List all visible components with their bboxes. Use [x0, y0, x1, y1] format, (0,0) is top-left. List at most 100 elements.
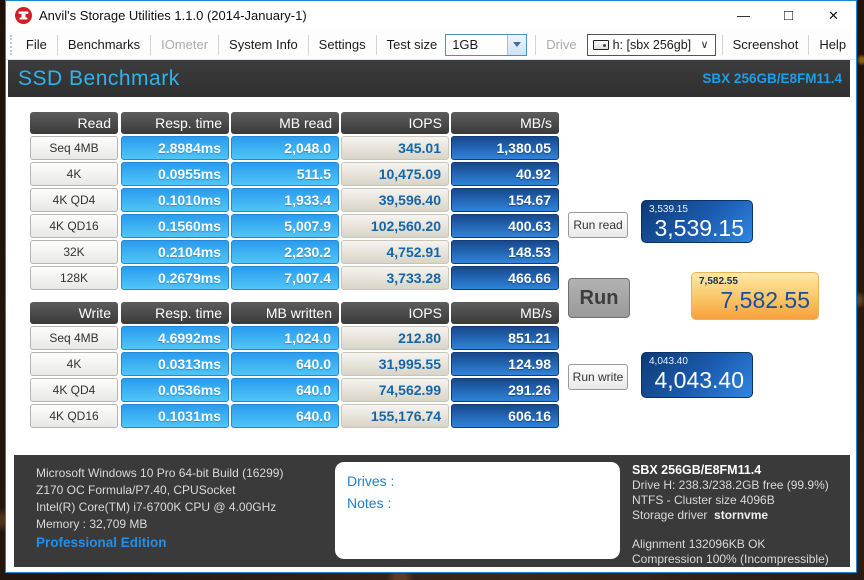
drive-info: SBX 256GB/E8FM11.4 Drive H: 238.3/238.2G…: [632, 463, 829, 567]
mbs-value: 466.66: [451, 266, 559, 290]
run-button[interactable]: Run: [568, 278, 630, 318]
read-score-box: 3,539.15 3,539.15: [641, 200, 753, 243]
resp-time-value: 0.0536ms: [121, 378, 229, 402]
run-read-button[interactable]: Run read: [568, 212, 628, 238]
mbs-value: 1,380.05: [451, 136, 559, 160]
resp-time-value: 0.0313ms: [121, 352, 229, 376]
mbs-value: 291.26: [451, 378, 559, 402]
resp-time-value: 2.8984ms: [121, 136, 229, 160]
write-row-4k-button[interactable]: 4K: [30, 352, 118, 376]
mbs-col-header: MB/s: [451, 112, 559, 134]
mb-written-col-header: MB written: [231, 302, 339, 324]
read-row-4kqd4-button[interactable]: 4K QD4: [30, 188, 118, 212]
iops-col-header: IOPS: [341, 112, 449, 134]
resp-time-value: 4.6992ms: [121, 326, 229, 350]
chevron-down-icon[interactable]: [507, 34, 527, 55]
mb-read-value: 2,230.2: [231, 240, 339, 264]
maximize-button[interactable]: □: [766, 1, 811, 30]
storage-driver-value: stornvme: [714, 508, 769, 522]
mbs-value: 154.67: [451, 188, 559, 212]
mb-read-value: 7,007.4: [231, 266, 339, 290]
iops-value: 39,596.40: [341, 188, 449, 212]
resp-time-col-header: Resp. time: [121, 112, 229, 134]
iops-value: 31,995.55: [341, 352, 449, 376]
total-score-small: 7,582.55: [699, 276, 738, 287]
menu-iometer: IOmeter: [151, 34, 218, 56]
drive-label: Drive: [546, 37, 577, 52]
app-icon: [15, 7, 32, 24]
iops-value: 345.01: [341, 136, 449, 160]
benchmark-header: SSD Benchmark SBX 256GB/E8FM11.4: [8, 60, 850, 97]
title-bar: Anvil's Storage Utilities 1.1.0 (2014-Ja…: [6, 1, 856, 30]
mb-written-value: 640.0: [231, 404, 339, 428]
cpu-line: Intel(R) Core(TM) i7-6700K CPU @ 4.00GHz: [36, 500, 277, 514]
mbs-value: 606.16: [451, 404, 559, 428]
total-score-value: 7,582.55: [720, 287, 810, 313]
memory-line: Memory : 32,709 MB: [36, 517, 148, 531]
read-col-header: Read: [30, 112, 118, 134]
table-row: 4K QD4 0.0536ms 640.0 74,562.99 291.26: [30, 378, 561, 402]
write-row-4kqd4-button[interactable]: 4K QD4: [30, 378, 118, 402]
read-row-seq4mb-button[interactable]: Seq 4MB: [30, 136, 118, 160]
os-line: Microsoft Windows 10 Pro 64-bit Build (1…: [36, 466, 284, 480]
iops-value: 4,752.91: [341, 240, 449, 264]
menu-file[interactable]: File: [16, 34, 57, 56]
write-row-seq4mb-button[interactable]: Seq 4MB: [30, 326, 118, 350]
menu-system-info[interactable]: System Info: [219, 34, 308, 56]
write-row-4kqd16-button[interactable]: 4K QD16: [30, 404, 118, 428]
write-table: Write Resp. time MB written IOPS MB/s Se…: [30, 302, 561, 430]
mb-read-value: 2,048.0: [231, 136, 339, 160]
mbs-value: 148.53: [451, 240, 559, 264]
drive-icon: [592, 39, 609, 50]
iops-value: 3,733.28: [341, 266, 449, 290]
iops-value: 155,176.74: [341, 404, 449, 428]
mb-written-value: 1,024.0: [231, 326, 339, 350]
resp-time-value: 0.1560ms: [121, 214, 229, 238]
menu-settings[interactable]: Settings: [309, 34, 376, 56]
iops-value: 212.80: [341, 326, 449, 350]
test-size-value: 1GB: [452, 37, 479, 52]
notes-label: Notes :: [347, 495, 392, 511]
toolbar-grip: [10, 34, 16, 55]
minimize-button[interactable]: —: [721, 1, 766, 30]
mb-read-value: 511.5: [231, 162, 339, 186]
menu-screenshot[interactable]: Screenshot: [723, 34, 809, 56]
close-button[interactable]: ✕: [811, 1, 856, 30]
read-score-value: 3,539.15: [654, 215, 744, 241]
resp-time-value: 0.1031ms: [121, 404, 229, 428]
iops-col-header: IOPS: [341, 302, 449, 324]
mbs-value: 400.63: [451, 214, 559, 238]
table-row: 4K QD16 0.1560ms 5,007.9 102,560.20 400.…: [30, 214, 561, 238]
iops-value: 10,475.09: [341, 162, 449, 186]
drive-value: h: [sbx 256gb]: [612, 37, 692, 52]
iops-value: 74,562.99: [341, 378, 449, 402]
table-row: Seq 4MB 2.8984ms 2,048.0 345.01 1,380.05: [30, 136, 561, 160]
drive-select[interactable]: h: [sbx 256gb] ∨: [586, 33, 716, 56]
read-row-32k-button[interactable]: 32K: [30, 240, 118, 264]
mb-read-value: 1,933.4: [231, 188, 339, 212]
read-row-4k-button[interactable]: 4K: [30, 162, 118, 186]
edition-label: Professional Edition: [36, 535, 167, 550]
run-write-button[interactable]: Run write: [568, 364, 628, 390]
mbs-value: 40.92: [451, 162, 559, 186]
motherboard-line: Z170 OC Formula/P7.40, CPUSocket: [36, 483, 236, 497]
mbs-value: 124.98: [451, 352, 559, 376]
footer-panel: Microsoft Windows 10 Pro 64-bit Build (1…: [14, 455, 850, 567]
table-row: 32K 0.2104ms 2,230.2 4,752.91 148.53: [30, 240, 561, 264]
app-window: Anvil's Storage Utilities 1.1.0 (2014-Ja…: [5, 0, 857, 573]
test-size-select[interactable]: 1GB: [445, 33, 528, 56]
drive-capacity-line: Drive H: 238.3/238.2GB free (99.9%): [632, 478, 829, 492]
compression-line: Compression 100% (Incompressible): [632, 552, 829, 566]
table-row: 4K QD4 0.1010ms 1,933.4 39,596.40 154.67: [30, 188, 561, 212]
menu-help[interactable]: Help: [809, 34, 856, 56]
read-row-4kqd16-button[interactable]: 4K QD16: [30, 214, 118, 238]
notes-box[interactable]: Drives : Notes :: [335, 462, 620, 559]
system-info: Microsoft Windows 10 Pro 64-bit Build (1…: [36, 465, 283, 533]
resp-time-col-header: Resp. time: [121, 302, 229, 324]
menu-benchmarks[interactable]: Benchmarks: [58, 34, 150, 56]
read-row-128k-button[interactable]: 128K: [30, 266, 118, 290]
read-score-small: 3,539.15: [649, 204, 688, 215]
drives-label: Drives :: [347, 473, 395, 489]
mbs-col-header: MB/s: [451, 302, 559, 324]
device-name: SBX 256GB/E8FM11.4: [702, 71, 842, 86]
